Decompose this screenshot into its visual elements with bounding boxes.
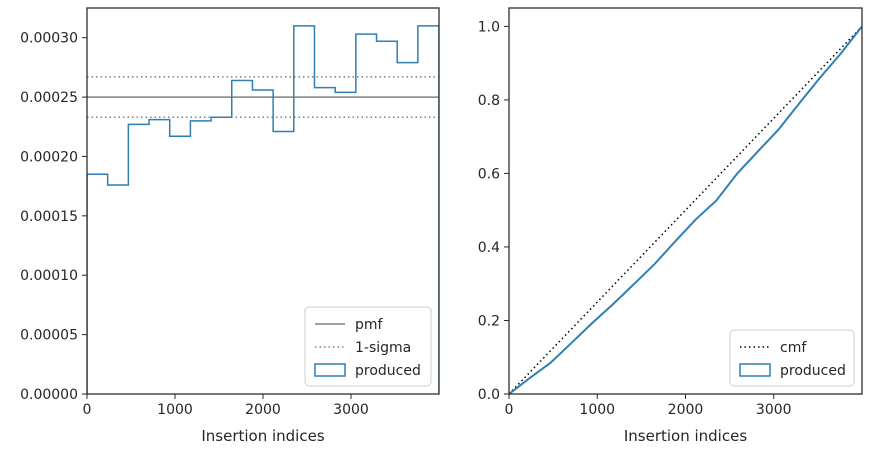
- legend-label-cmf: cmf: [780, 340, 807, 356]
- legend-handle-produced: [314, 363, 346, 377]
- x-tick-label: 1000: [157, 402, 193, 418]
- y-tick-label: 0.00020: [20, 149, 78, 165]
- legend-label-produced: produced: [355, 363, 421, 379]
- left-chart-panel: 0 1000 2000 3000 0.00000 0.00005 0.00010 0.0001…: [20, 7, 440, 445]
- y-tick-label: 0.8: [478, 93, 500, 109]
- cumulative-produced-line: [509, 25, 862, 394]
- legend-box: [729, 329, 855, 387]
- y-tick-label: 0.6: [478, 166, 500, 182]
- x-tick-label: 1000: [579, 402, 615, 418]
- y-tick-label: 0.0: [478, 387, 500, 403]
- x-tick-label: 0: [505, 402, 514, 418]
- y-tick-label: 1.0: [478, 19, 500, 35]
- x-axis-label: Insertion indices: [624, 427, 747, 445]
- x-tick-label: 2000: [668, 402, 704, 418]
- legend: cmf produced: [729, 329, 855, 387]
- legend-handle-produced: [739, 363, 771, 377]
- legend-box: [304, 306, 432, 387]
- legend-label-1-sigma: 1-sigma: [355, 340, 411, 356]
- y-tick-label: 0.00000: [20, 387, 78, 403]
- legend-label-pmf: pmf: [355, 317, 384, 333]
- y-tick-label: 0.4: [478, 240, 500, 256]
- y-tick-label: 0.00025: [20, 90, 78, 106]
- y-tick-label: 0.00010: [20, 268, 78, 284]
- y-tick-label: 0.00030: [20, 31, 78, 47]
- legend: pmf 1-sigma produced: [304, 306, 432, 387]
- y-tick-label: 0.00005: [20, 328, 78, 344]
- x-tick-label: 3000: [333, 402, 369, 418]
- legend-label-produced: produced: [780, 363, 846, 379]
- plot-frame: [508, 7, 863, 395]
- plot-area: [509, 25, 862, 394]
- y-tick-label: 0.2: [478, 313, 500, 329]
- histogram-step-produced: [87, 25, 439, 394]
- x-tick-label: 0: [83, 402, 92, 418]
- y-tick-label: 0.00015: [20, 209, 78, 225]
- x-axis-label: Insertion indices: [201, 427, 324, 445]
- plot-area: [87, 25, 439, 394]
- right-chart-panel: 0 1000 2000 3000 0.0 0.2 0.4 0.6 0.8 1.0 Insertion…: [478, 7, 863, 445]
- plot-frame: [86, 7, 440, 395]
- x-tick-label: 3000: [756, 402, 792, 418]
- x-tick-label: 2000: [245, 402, 281, 418]
